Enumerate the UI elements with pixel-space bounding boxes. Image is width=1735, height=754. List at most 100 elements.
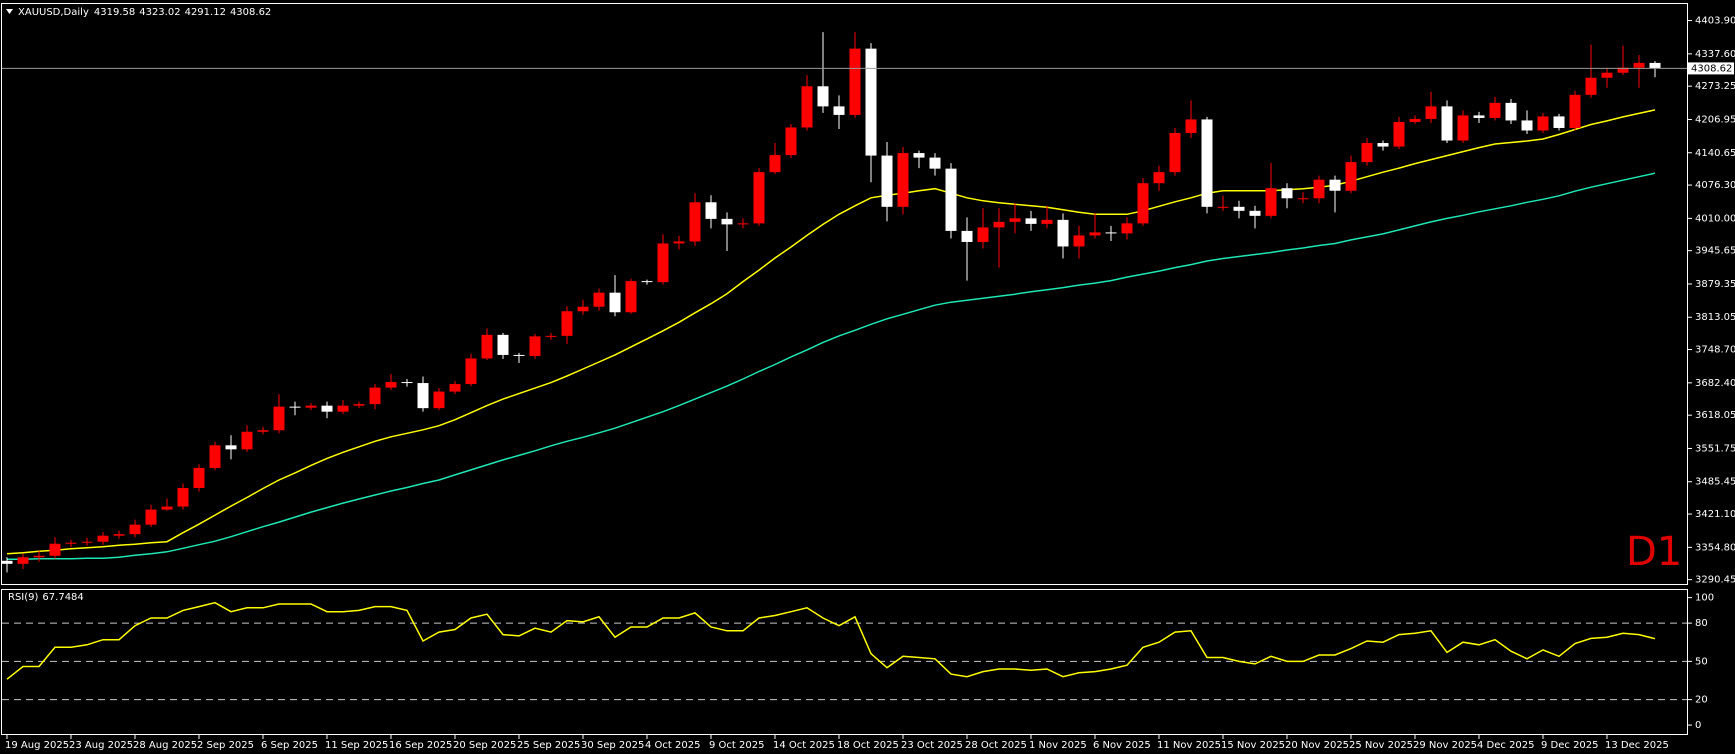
candle-body	[1105, 232, 1117, 234]
y-tick-label: 4337.60	[1695, 49, 1735, 60]
candle-body	[129, 524, 141, 535]
y-tick-label: 20	[1695, 695, 1708, 706]
y-tick-label: 4076.30	[1695, 180, 1735, 191]
candle-body	[817, 86, 829, 107]
candle-body	[305, 405, 317, 408]
candle-body	[609, 292, 621, 313]
y-tick-label: 3354.80	[1695, 542, 1735, 553]
candle-body	[1313, 179, 1325, 199]
candle-body	[1617, 67, 1629, 73]
symbol-title: XAUUSD,Daily	[18, 7, 89, 18]
candle-body	[1265, 188, 1277, 216]
current-price-label: 4308.62	[1691, 63, 1732, 74]
menu-arrow[interactable]	[6, 9, 13, 14]
candle-body	[337, 405, 349, 412]
x-tick-label: 19 Aug 2025	[5, 740, 69, 751]
timeframe-label: D1	[1626, 529, 1682, 575]
y-tick-label: 0	[1695, 720, 1701, 731]
x-tick-label: 4 Oct 2025	[645, 740, 700, 751]
moving-average-line	[7, 172, 1656, 561]
y-tick-label: 3682.40	[1695, 378, 1735, 389]
y-tick-label: 4403.90	[1695, 16, 1735, 27]
candle-body	[81, 541, 93, 543]
candle-body	[1233, 206, 1245, 211]
candle-body	[977, 227, 989, 242]
high-value: 4323.02	[139, 7, 180, 18]
candle-body	[961, 230, 973, 242]
x-tick-label: 4 Dec 2025	[1477, 740, 1535, 751]
candle-body	[481, 334, 493, 359]
x-tick-label: 15 Nov 2025	[1221, 740, 1285, 751]
x-tick-label: 6 Sep 2025	[261, 740, 318, 751]
x-tick-label: 11 Nov 2025	[1157, 740, 1221, 751]
candle-body	[1057, 219, 1069, 247]
candle-body	[225, 445, 237, 450]
candle-body	[561, 311, 573, 336]
symbol-header: XAUUSD,Daily 4319.58 4323.02 4291.12 4308.62	[18, 7, 271, 18]
candle-body	[465, 358, 477, 385]
candle-body	[289, 406, 301, 408]
candle-body	[1489, 102, 1501, 118]
candle-body	[273, 406, 285, 431]
indicator-header: RSI(9) 67.7484	[8, 592, 84, 603]
x-tick-label: 9 Dec 2025	[1541, 740, 1599, 751]
y-tick-label: 3485.45	[1695, 477, 1735, 488]
x-tick-label: 14 Oct 2025	[773, 740, 835, 751]
x-tick-label: 9 Oct 2025	[709, 740, 764, 751]
candle-body	[737, 223, 749, 225]
candle-body	[1393, 121, 1405, 147]
x-tick-label: 28 Aug 2025	[133, 740, 197, 751]
candle-body	[1569, 94, 1581, 128]
candle-body	[1377, 143, 1389, 147]
x-tick-label: 28 Oct 2025	[965, 740, 1027, 751]
current-price-box	[1688, 62, 1734, 75]
candle-body	[1633, 62, 1645, 68]
x-tick-label: 29 Nov 2025	[1413, 740, 1477, 751]
y-tick-label: 3551.75	[1695, 443, 1735, 454]
candle-body	[657, 243, 669, 283]
candle-body	[433, 391, 445, 409]
candle-body	[113, 534, 125, 536]
candle-body	[145, 509, 157, 525]
x-tick-label: 13 Dec 2025	[1605, 740, 1669, 751]
moving-average-line	[6, 109, 1656, 555]
open-value: 4319.58	[94, 7, 135, 18]
x-tick-label: 18 Oct 2025	[837, 740, 899, 751]
y-tick-label: 3748.70	[1695, 345, 1735, 356]
x-tick-label: 2 Sep 2025	[197, 740, 254, 751]
candle-body	[1169, 132, 1181, 173]
candle-body	[241, 431, 253, 450]
candle-body	[1441, 106, 1453, 141]
y-tick-label: 3421.10	[1695, 509, 1735, 520]
candle-body	[193, 467, 205, 488]
candle-body	[257, 430, 269, 432]
candle-body	[801, 86, 813, 128]
candle-body	[417, 383, 429, 409]
y-tick-label: 3945.65	[1695, 246, 1735, 257]
candle-body	[177, 487, 189, 507]
candle-body	[401, 382, 413, 384]
candle-body	[1601, 72, 1613, 78]
candle-body	[897, 153, 909, 207]
candle-body	[1521, 120, 1533, 131]
candle-body	[1649, 62, 1661, 69]
candle-body	[1009, 218, 1021, 222]
candle-body	[1537, 116, 1549, 131]
candle-body	[1137, 183, 1149, 224]
candle-body	[945, 168, 957, 231]
candle-body	[33, 555, 45, 558]
y-tick-label: 3879.35	[1695, 279, 1735, 290]
candle-body	[1121, 223, 1133, 234]
candle-body	[593, 292, 605, 307]
candle-body	[497, 334, 509, 355]
candle-body	[1553, 116, 1565, 128]
x-tick-label: 25 Sep 2025	[517, 740, 580, 751]
x-tick-label: 23 Oct 2025	[901, 740, 963, 751]
y-tick-label: 4010.00	[1695, 213, 1735, 224]
indicator-line	[6, 601, 1656, 680]
candle-body	[369, 387, 381, 405]
close-value: 4308.62	[230, 7, 271, 18]
candle-body	[785, 127, 797, 156]
candle-body	[929, 157, 941, 169]
candle-body	[1281, 188, 1293, 199]
